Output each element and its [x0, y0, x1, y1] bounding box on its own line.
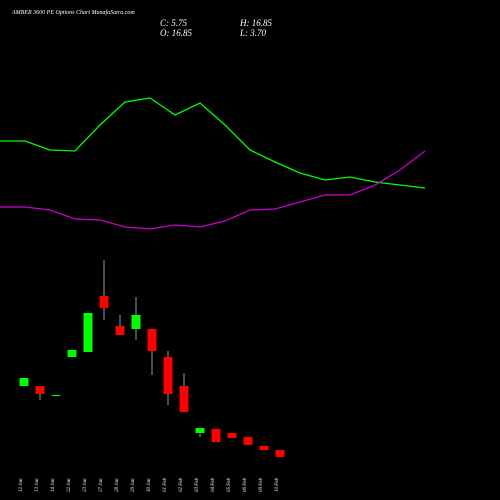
x-tick-label: 09 Feb — [259, 477, 264, 492]
x-tick-label: 29 Jan — [131, 478, 136, 492]
line-series — [0, 97, 426, 189]
candle-body — [115, 326, 125, 335]
x-tick-label: 01 Feb — [163, 477, 168, 492]
candle-body — [195, 428, 205, 433]
candle-body — [259, 446, 269, 450]
candle-body — [163, 357, 173, 394]
x-tick-label: 27 Jan — [99, 478, 104, 492]
candle-body — [51, 395, 61, 396]
candle-body — [227, 433, 237, 438]
candle-body — [19, 378, 29, 386]
candle-body — [179, 386, 189, 412]
candle-body — [83, 313, 93, 352]
low-label: L: 3.70 — [239, 28, 267, 38]
x-tick-label: 06 Feb — [243, 477, 248, 492]
x-tick-label: 14 Jan — [51, 478, 56, 492]
candle-body — [243, 437, 253, 445]
candle-body — [211, 429, 221, 442]
x-tick-label: 04 Feb — [211, 477, 216, 492]
candle-body — [99, 296, 109, 308]
candle-body — [147, 329, 157, 351]
x-tick-label: 22 Jan — [67, 478, 72, 492]
candle-body — [67, 350, 77, 357]
x-tick-label: 30 Jan — [147, 478, 152, 492]
close-label: C: 5.75 — [160, 18, 188, 28]
x-tick-label: 03 Feb — [195, 477, 200, 492]
x-tick-label: 13 Jan — [35, 478, 40, 492]
x-tick-label: 05 Feb — [227, 477, 232, 492]
x-tick-label: 02 Feb — [179, 477, 184, 492]
x-tick-label: 12 Jan — [19, 478, 24, 492]
open-label: O: 16.85 — [160, 28, 192, 38]
x-tick-label: 10 Feb — [275, 477, 280, 492]
x-tick-label: 28 Jan — [115, 478, 120, 492]
x-tick-label: 23 Jan — [83, 478, 88, 492]
candle-body — [131, 315, 141, 329]
line-series — [0, 150, 426, 230]
chart-title: AMBER 3600 PE Options Chart MunafaSutra.… — [11, 9, 135, 16]
candle-body — [35, 386, 45, 394]
high-label: H: 16.85 — [239, 18, 272, 28]
candle-body — [275, 450, 285, 457]
